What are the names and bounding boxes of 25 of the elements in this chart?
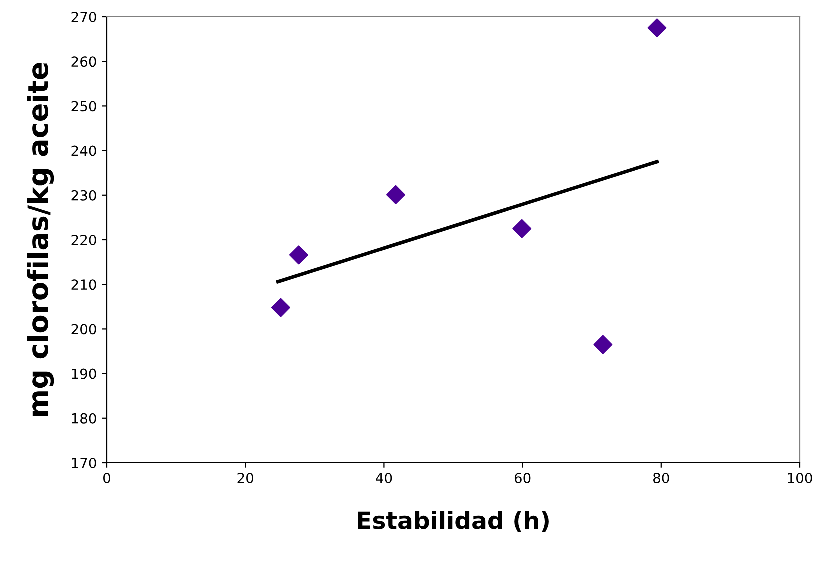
y-tick-label: 170 (72, 458, 96, 468)
x-tick-label: 80 (654, 472, 670, 484)
y-tick-label: 270 (72, 12, 96, 22)
y-tick-label: 240 (72, 146, 96, 156)
point (512, 219, 532, 238)
point (594, 335, 613, 354)
y-axis-title: mg clorofilas/kg aceite (27, 63, 54, 416)
y-tick-label: 200 (72, 324, 96, 335)
x-tick-label: 0 (103, 472, 110, 484)
y-tick-label: 230 (72, 190, 96, 201)
y-tick-label: 250 (72, 101, 96, 112)
x-tick-label: 100 (788, 472, 812, 484)
point (648, 18, 667, 38)
y-tick-label: 210 (72, 280, 96, 290)
x-tick-label: 40 (376, 472, 392, 484)
y-tick-label: 190 (72, 368, 96, 380)
x-tick-label: 20 (238, 472, 254, 484)
y-tick-label: 180 (72, 413, 96, 424)
point (271, 298, 290, 318)
y-tick-label: 260 (72, 56, 96, 68)
x-axis-title: Estabilidad (h) (358, 511, 549, 532)
point (386, 185, 406, 204)
y-tick-label: 220 (72, 234, 96, 246)
x-tick-label: 60 (514, 472, 531, 484)
point (289, 246, 308, 265)
